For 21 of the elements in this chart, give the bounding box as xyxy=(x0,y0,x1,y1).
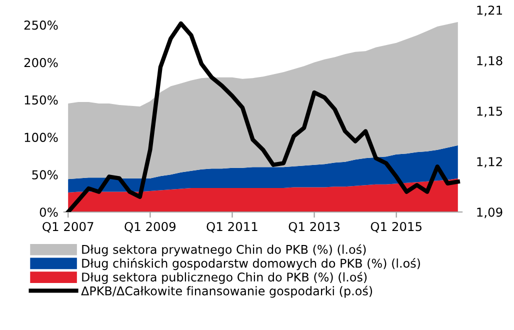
legend-label: ΔPKB/ΔCałkowite finansowanie gospodarki (p.oś) xyxy=(81,286,372,298)
legend-label: Dług sektora prywatnego Chin do PKB (%) (l.oś) xyxy=(82,244,366,256)
x-tick-label: Q1 2011 xyxy=(206,222,258,233)
y-tick-label: 250% xyxy=(24,20,58,30)
legend-label: Dług sektora publicznego Chin do PKB (%) (l.oś) xyxy=(82,272,367,284)
y2-tick-label: 1,21 xyxy=(477,6,502,16)
y2-tick-label: 1,15 xyxy=(477,106,502,118)
legend-label: Dług chińskich gospodarstw domowych do PKB (%) (l.oś) xyxy=(82,258,420,270)
y-tick-label: 50% xyxy=(32,170,58,180)
line-series xyxy=(66,21,460,212)
x-tick-label: Q1 2007 xyxy=(42,222,94,233)
y2-tick-label: 1,09 xyxy=(477,208,502,218)
y2-tick-label: 1,12 xyxy=(477,157,502,168)
x-tick-label: Q1 2009 xyxy=(124,222,176,233)
y-tick-label: 150% xyxy=(24,95,58,105)
x-tick-label: Q1 2013 xyxy=(288,222,340,233)
x-tick-label: Q1 2015 xyxy=(370,222,422,233)
y-tick-label: 100% xyxy=(24,132,58,142)
y-tick-label: 200% xyxy=(24,58,58,68)
y2-tick-label: 1,18 xyxy=(477,56,502,67)
y-tick-label: 0% xyxy=(40,208,58,217)
